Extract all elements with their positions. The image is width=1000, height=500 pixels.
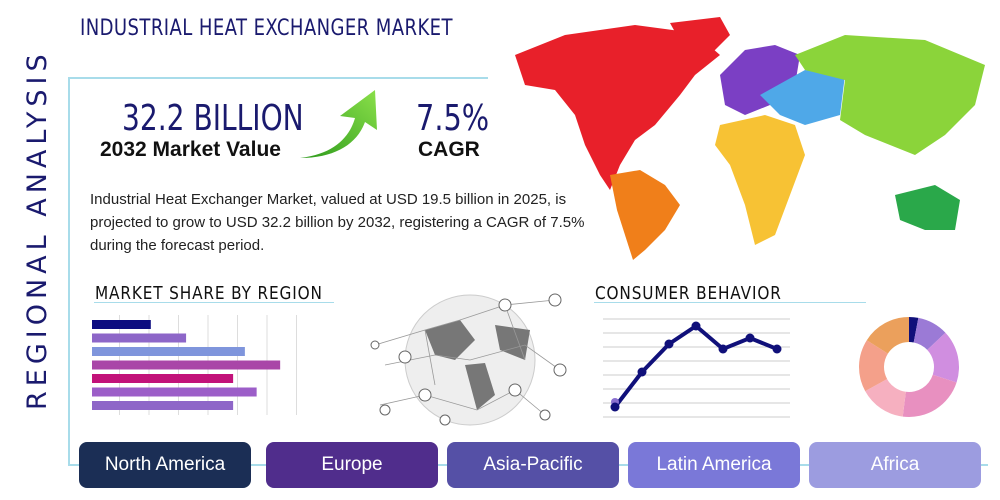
- page-title: INDUSTRIAL HEAT EXCHANGER MARKET: [80, 16, 453, 41]
- line-point: [745, 333, 755, 343]
- globe-network-graphic: [370, 293, 567, 426]
- map-africa: [715, 115, 805, 245]
- line-point: [772, 344, 782, 354]
- map-south-america: [610, 170, 680, 260]
- region-button-asia-pacific[interactable]: Asia-Pacific: [447, 442, 619, 488]
- bar-chart: [92, 315, 297, 415]
- market-value-label: 2032 Market Value: [100, 138, 281, 161]
- line-point: [664, 339, 674, 349]
- map-north-america: [515, 25, 720, 190]
- bar: [92, 401, 234, 410]
- bar: [92, 374, 234, 383]
- frame-left-line: [68, 77, 70, 465]
- map-middle-east: [760, 70, 845, 125]
- cagr-label: CAGR: [418, 138, 480, 161]
- bar: [92, 320, 151, 329]
- growth-arrow-icon: [300, 90, 377, 158]
- region-button-europe[interactable]: Europe: [266, 442, 438, 488]
- donut-slice: [902, 374, 957, 417]
- line-chart: [603, 318, 790, 418]
- line-point: [637, 367, 647, 377]
- donut-slice: [913, 317, 946, 350]
- map-asia: [795, 35, 985, 155]
- description: Industrial Heat Exchanger Market, valued…: [90, 191, 585, 254]
- market-share-underline: [94, 302, 334, 303]
- cagr-value: 7.5%: [416, 98, 490, 139]
- frame-top-line: [68, 77, 488, 79]
- bar: [92, 333, 187, 343]
- consumer-behavior-heading: CONSUMER BEHAVIOR: [595, 283, 782, 304]
- map-oceania: [895, 185, 960, 230]
- world-map: [515, 17, 985, 260]
- line-point: [691, 321, 701, 331]
- donut-slice: [865, 379, 906, 417]
- line-point: [718, 344, 728, 354]
- donut-slice: [909, 317, 919, 343]
- bar: [92, 347, 245, 356]
- donut-slice: [859, 340, 888, 392]
- donut-slice: [927, 332, 959, 383]
- map-greenland: [670, 17, 730, 55]
- market-value: 32.2 BILLION: [122, 98, 304, 139]
- map-europe: [720, 45, 800, 115]
- line-point: [610, 402, 620, 412]
- bar: [92, 387, 257, 397]
- market-share-heading: MARKET SHARE BY REGION: [95, 283, 323, 304]
- donut-chart: [859, 317, 959, 417]
- bar: [92, 360, 281, 370]
- donut-slice: [866, 317, 909, 354]
- region-button-latin-america[interactable]: Latin America: [628, 442, 800, 488]
- region-button-north-america[interactable]: North America: [79, 442, 251, 488]
- region-button-africa[interactable]: Africa: [809, 442, 981, 488]
- consumer-behavior-underline: [594, 302, 866, 303]
- side-label: REGIONAL ANALYSIS: [22, 49, 53, 410]
